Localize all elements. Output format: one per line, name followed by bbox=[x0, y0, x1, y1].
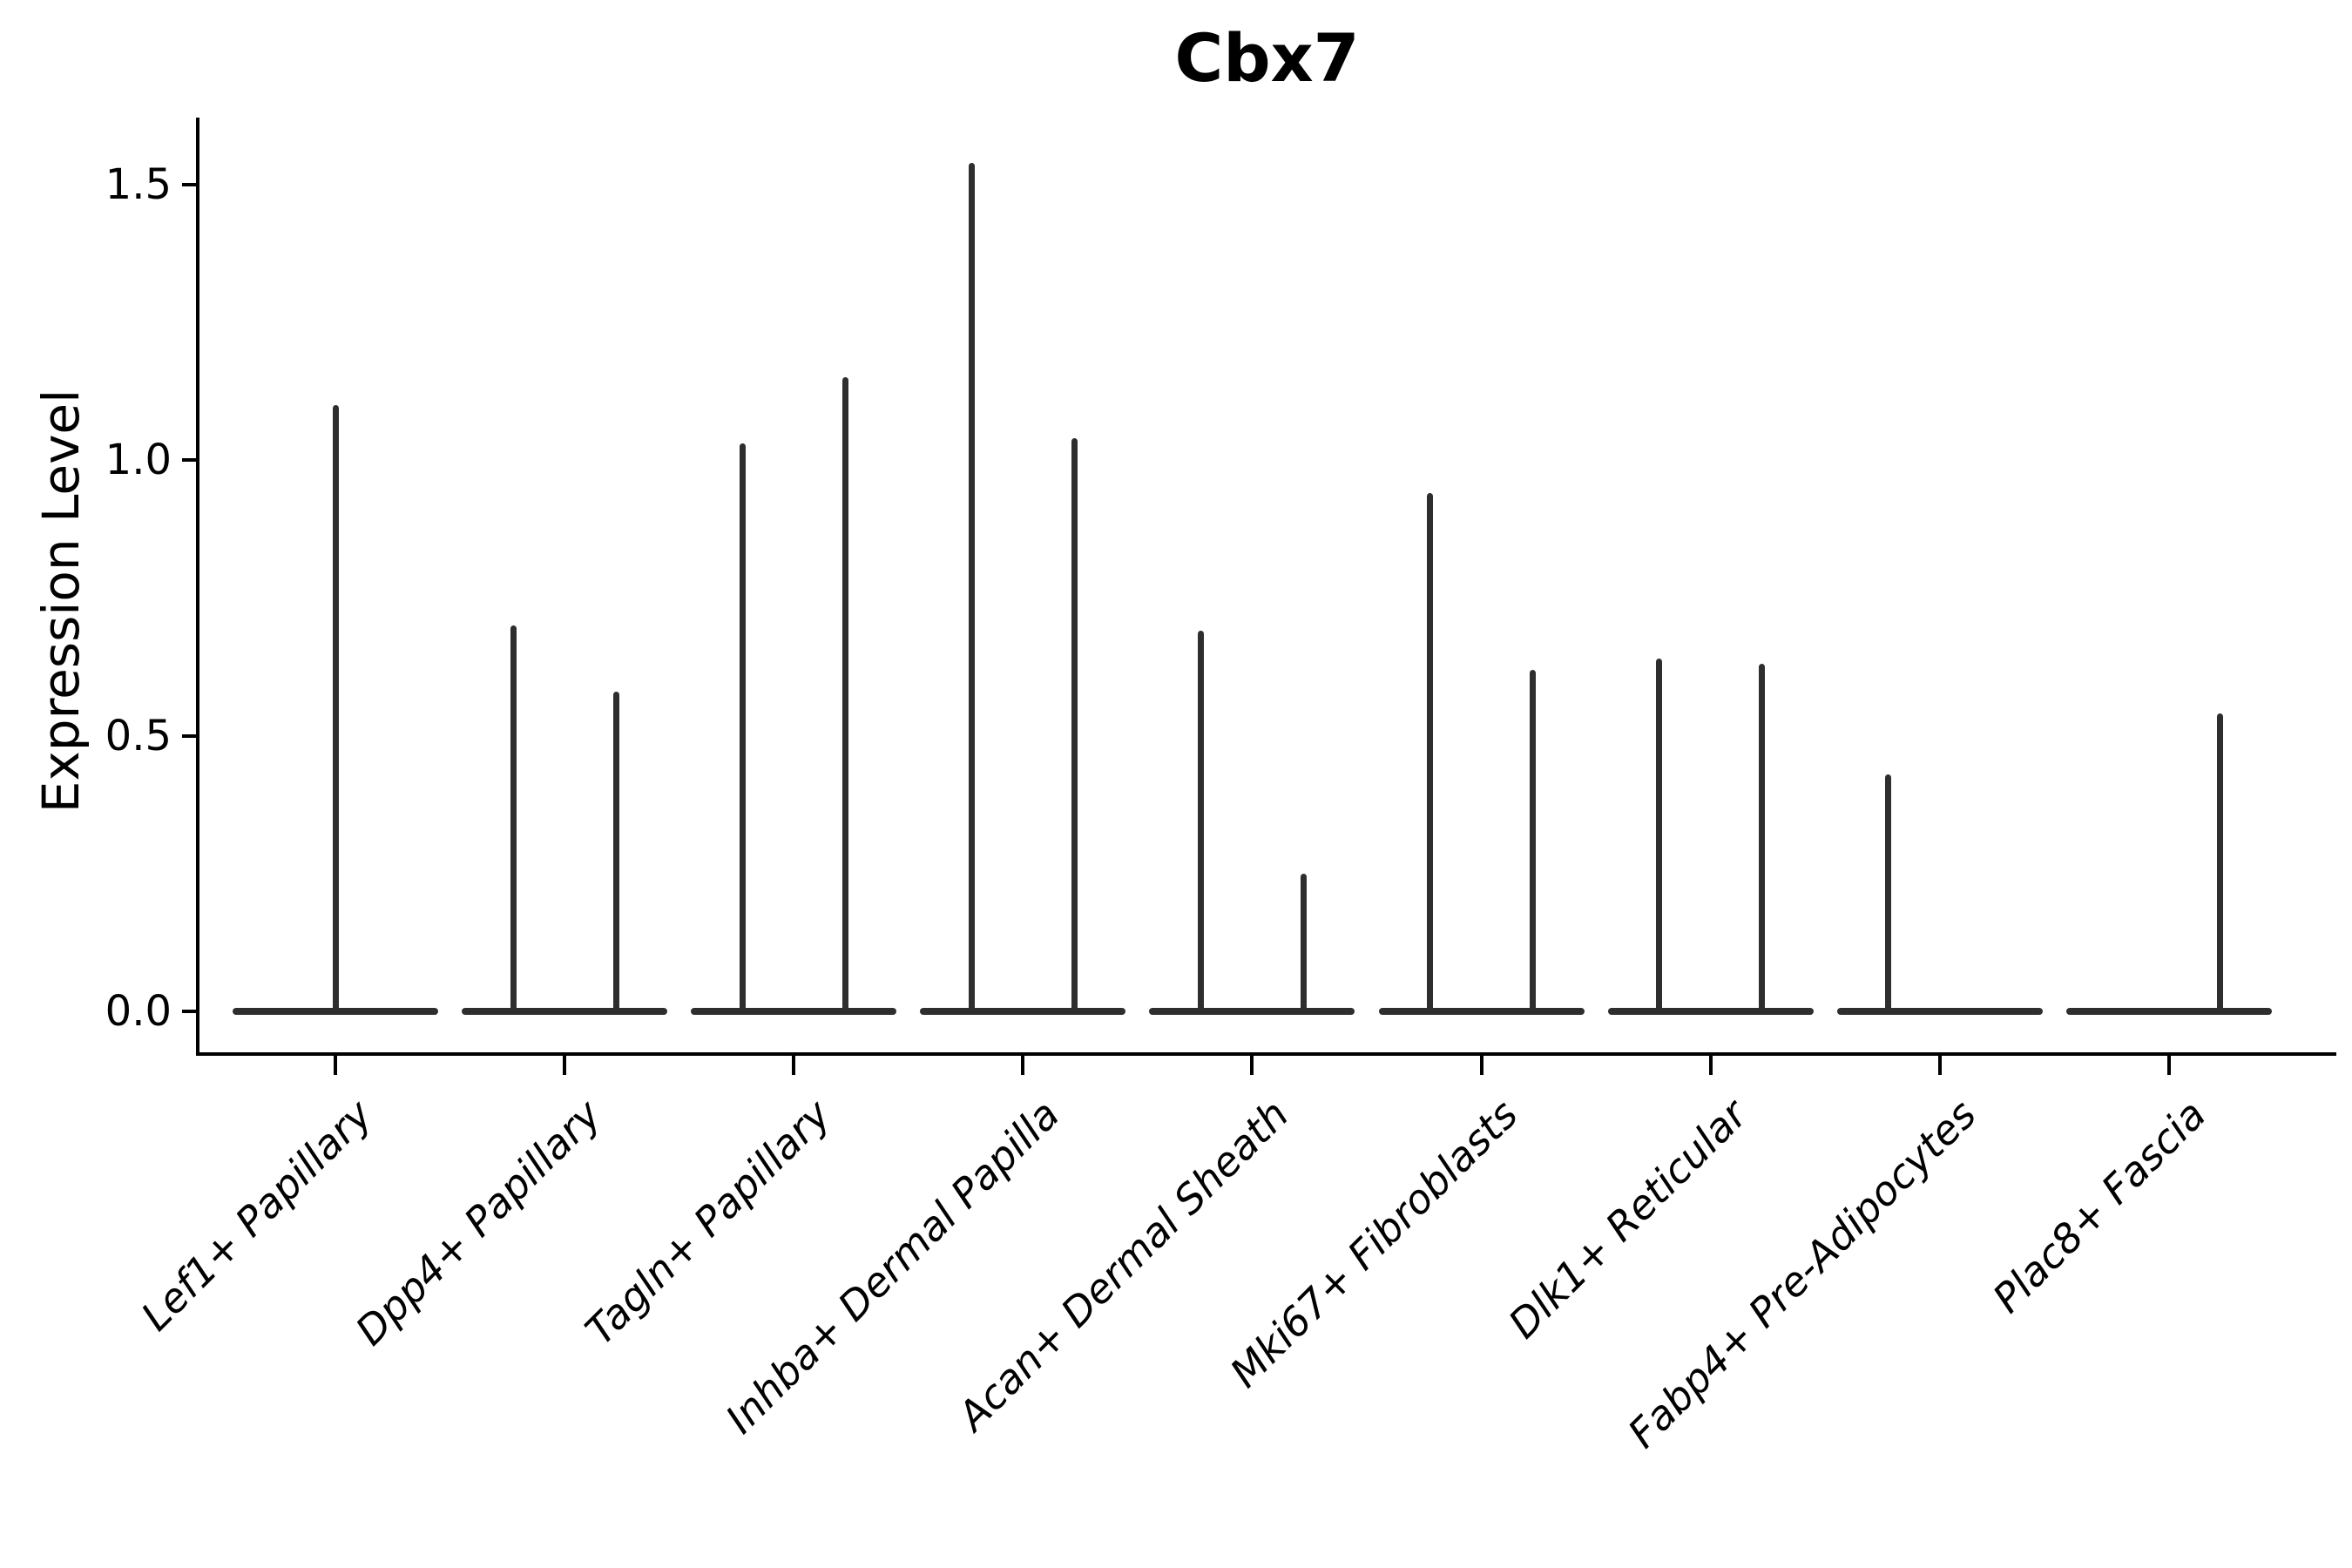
violin-needle bbox=[841, 377, 848, 1015]
violin-baseline bbox=[1607, 1008, 1814, 1015]
violin-needle bbox=[1530, 669, 1536, 1015]
violin-needle bbox=[1656, 659, 1663, 1015]
violin-needle bbox=[1300, 873, 1307, 1015]
violin-needle bbox=[739, 443, 746, 1015]
y-axis-tick-label: 1.0 bbox=[105, 436, 172, 485]
x-category-label: Dpp4+ Papillary bbox=[346, 1091, 611, 1355]
violin-needle bbox=[612, 692, 619, 1015]
violin-needle bbox=[1885, 774, 1892, 1015]
violin-needle bbox=[1759, 664, 1766, 1015]
x-axis-spine bbox=[196, 1052, 2336, 1056]
x-axis-tick bbox=[1250, 1056, 1254, 1075]
chart-title: Cbx7 bbox=[1174, 19, 1360, 97]
y-axis-tick bbox=[182, 458, 197, 463]
y-axis-spine bbox=[196, 118, 199, 1056]
violin-baseline bbox=[462, 1008, 668, 1015]
violin-needle bbox=[1427, 493, 1433, 1015]
x-axis-tick bbox=[1937, 1056, 1942, 1075]
y-axis-tick bbox=[182, 733, 197, 738]
x-axis-tick bbox=[1021, 1056, 1025, 1075]
violin-baseline bbox=[1378, 1008, 1585, 1015]
violin-needle bbox=[332, 405, 339, 1015]
x-category-label: Lef1+ Papillary bbox=[132, 1091, 382, 1340]
violin-needle bbox=[1071, 437, 1078, 1015]
x-category-label: Dlk1+ Reticular bbox=[1499, 1091, 1756, 1348]
y-axis-tick-label: 0.5 bbox=[105, 711, 172, 760]
violin-needle bbox=[1197, 631, 1204, 1015]
x-axis-tick bbox=[1479, 1056, 1484, 1075]
violin-baseline bbox=[2065, 1008, 2272, 1015]
x-axis-tick bbox=[2166, 1056, 2171, 1075]
violin-needle bbox=[2217, 713, 2224, 1015]
x-axis-tick bbox=[334, 1056, 337, 1075]
x-category-label: Plac8+ Fascia bbox=[1983, 1091, 2214, 1322]
x-axis-tick bbox=[1708, 1056, 1713, 1075]
y-axis-tick bbox=[182, 1010, 197, 1013]
y-axis-tick bbox=[182, 182, 197, 186]
violin-baseline bbox=[1836, 1008, 2043, 1015]
x-axis-tick bbox=[792, 1056, 796, 1075]
x-category-label: Tagln+ Papillary bbox=[576, 1091, 840, 1355]
violin-baseline bbox=[1149, 1008, 1355, 1015]
y-axis-tick-label: 0.0 bbox=[105, 987, 172, 1036]
violin-baseline bbox=[691, 1008, 897, 1015]
violin-baseline bbox=[920, 1008, 1126, 1015]
y-axis-tick-label: 1.5 bbox=[105, 159, 172, 209]
violin-needle bbox=[968, 162, 975, 1015]
x-axis-tick bbox=[563, 1056, 567, 1075]
violin-needle bbox=[510, 625, 517, 1015]
